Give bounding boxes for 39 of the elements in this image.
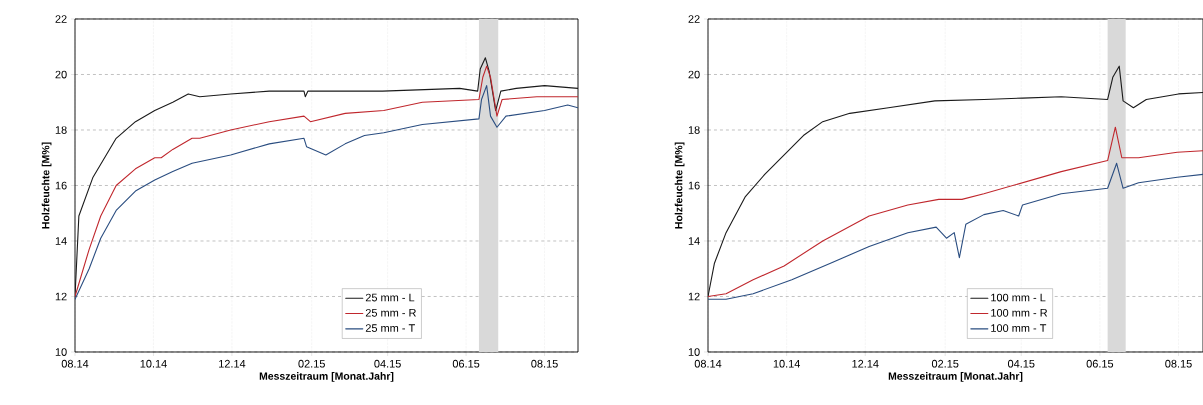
x-tick-label: 08.14 <box>61 359 89 368</box>
x-tick-label: 06.15 <box>452 359 480 368</box>
y-tick-label: 16 <box>55 181 67 190</box>
x-tick-label: 06.15 <box>1086 359 1114 368</box>
x-tick-label: 08.14 <box>694 359 722 368</box>
legend-label: 100 mm - T <box>991 324 1047 332</box>
x-tick-label: 08.15 <box>1165 359 1192 368</box>
x-axis-title: Messzeitraum [Monat.Jahr] <box>888 372 1023 382</box>
y-tick-label: 12 <box>688 292 700 301</box>
x-axis-title: Messzeitraum [Monat.Jahr] <box>259 372 394 382</box>
y-tick-label: 12 <box>55 292 67 301</box>
y-tick-label: 16 <box>688 181 700 190</box>
x-tick-label: 02.15 <box>931 359 959 368</box>
y-tick-label: 14 <box>688 237 700 245</box>
y-tick-label: 20 <box>55 70 67 79</box>
y-axis-title: Holzfeuchte [M%] <box>674 142 685 229</box>
x-tick-label: 10.14 <box>773 359 801 368</box>
y-tick-label: 18 <box>688 126 700 134</box>
legend-label: 25 mm - L <box>365 293 415 302</box>
y-tick-label: 10 <box>688 348 700 356</box>
y-tick-label: 22 <box>55 15 67 23</box>
legend-label: 100 mm - L <box>991 293 1046 302</box>
legend-label: 100 mm - R <box>991 308 1048 317</box>
y-tick-label: 18 <box>55 126 67 134</box>
x-tick-label: 10.14 <box>140 359 167 368</box>
y-tick-label: 20 <box>688 70 700 79</box>
x-tick-label: 04.15 <box>374 359 401 368</box>
line-series <box>708 162 1203 300</box>
y-tick-label: 14 <box>55 237 67 245</box>
y-axis-title: Holzfeuchte [M%] <box>41 142 52 229</box>
y-tick-label: 22 <box>688 15 700 23</box>
x-tick-label: 08.15 <box>531 359 558 368</box>
y-tick-label: 10 <box>55 348 67 356</box>
x-tick-label: 04.15 <box>1007 359 1035 368</box>
x-tick-label: 02.15 <box>298 359 325 368</box>
x-tick-label: 12.14 <box>219 359 246 368</box>
x-tick-label: 12.14 <box>852 359 879 368</box>
legend-label: 25 mm - R <box>365 308 416 317</box>
legend-label: 25 mm - T <box>365 324 415 332</box>
